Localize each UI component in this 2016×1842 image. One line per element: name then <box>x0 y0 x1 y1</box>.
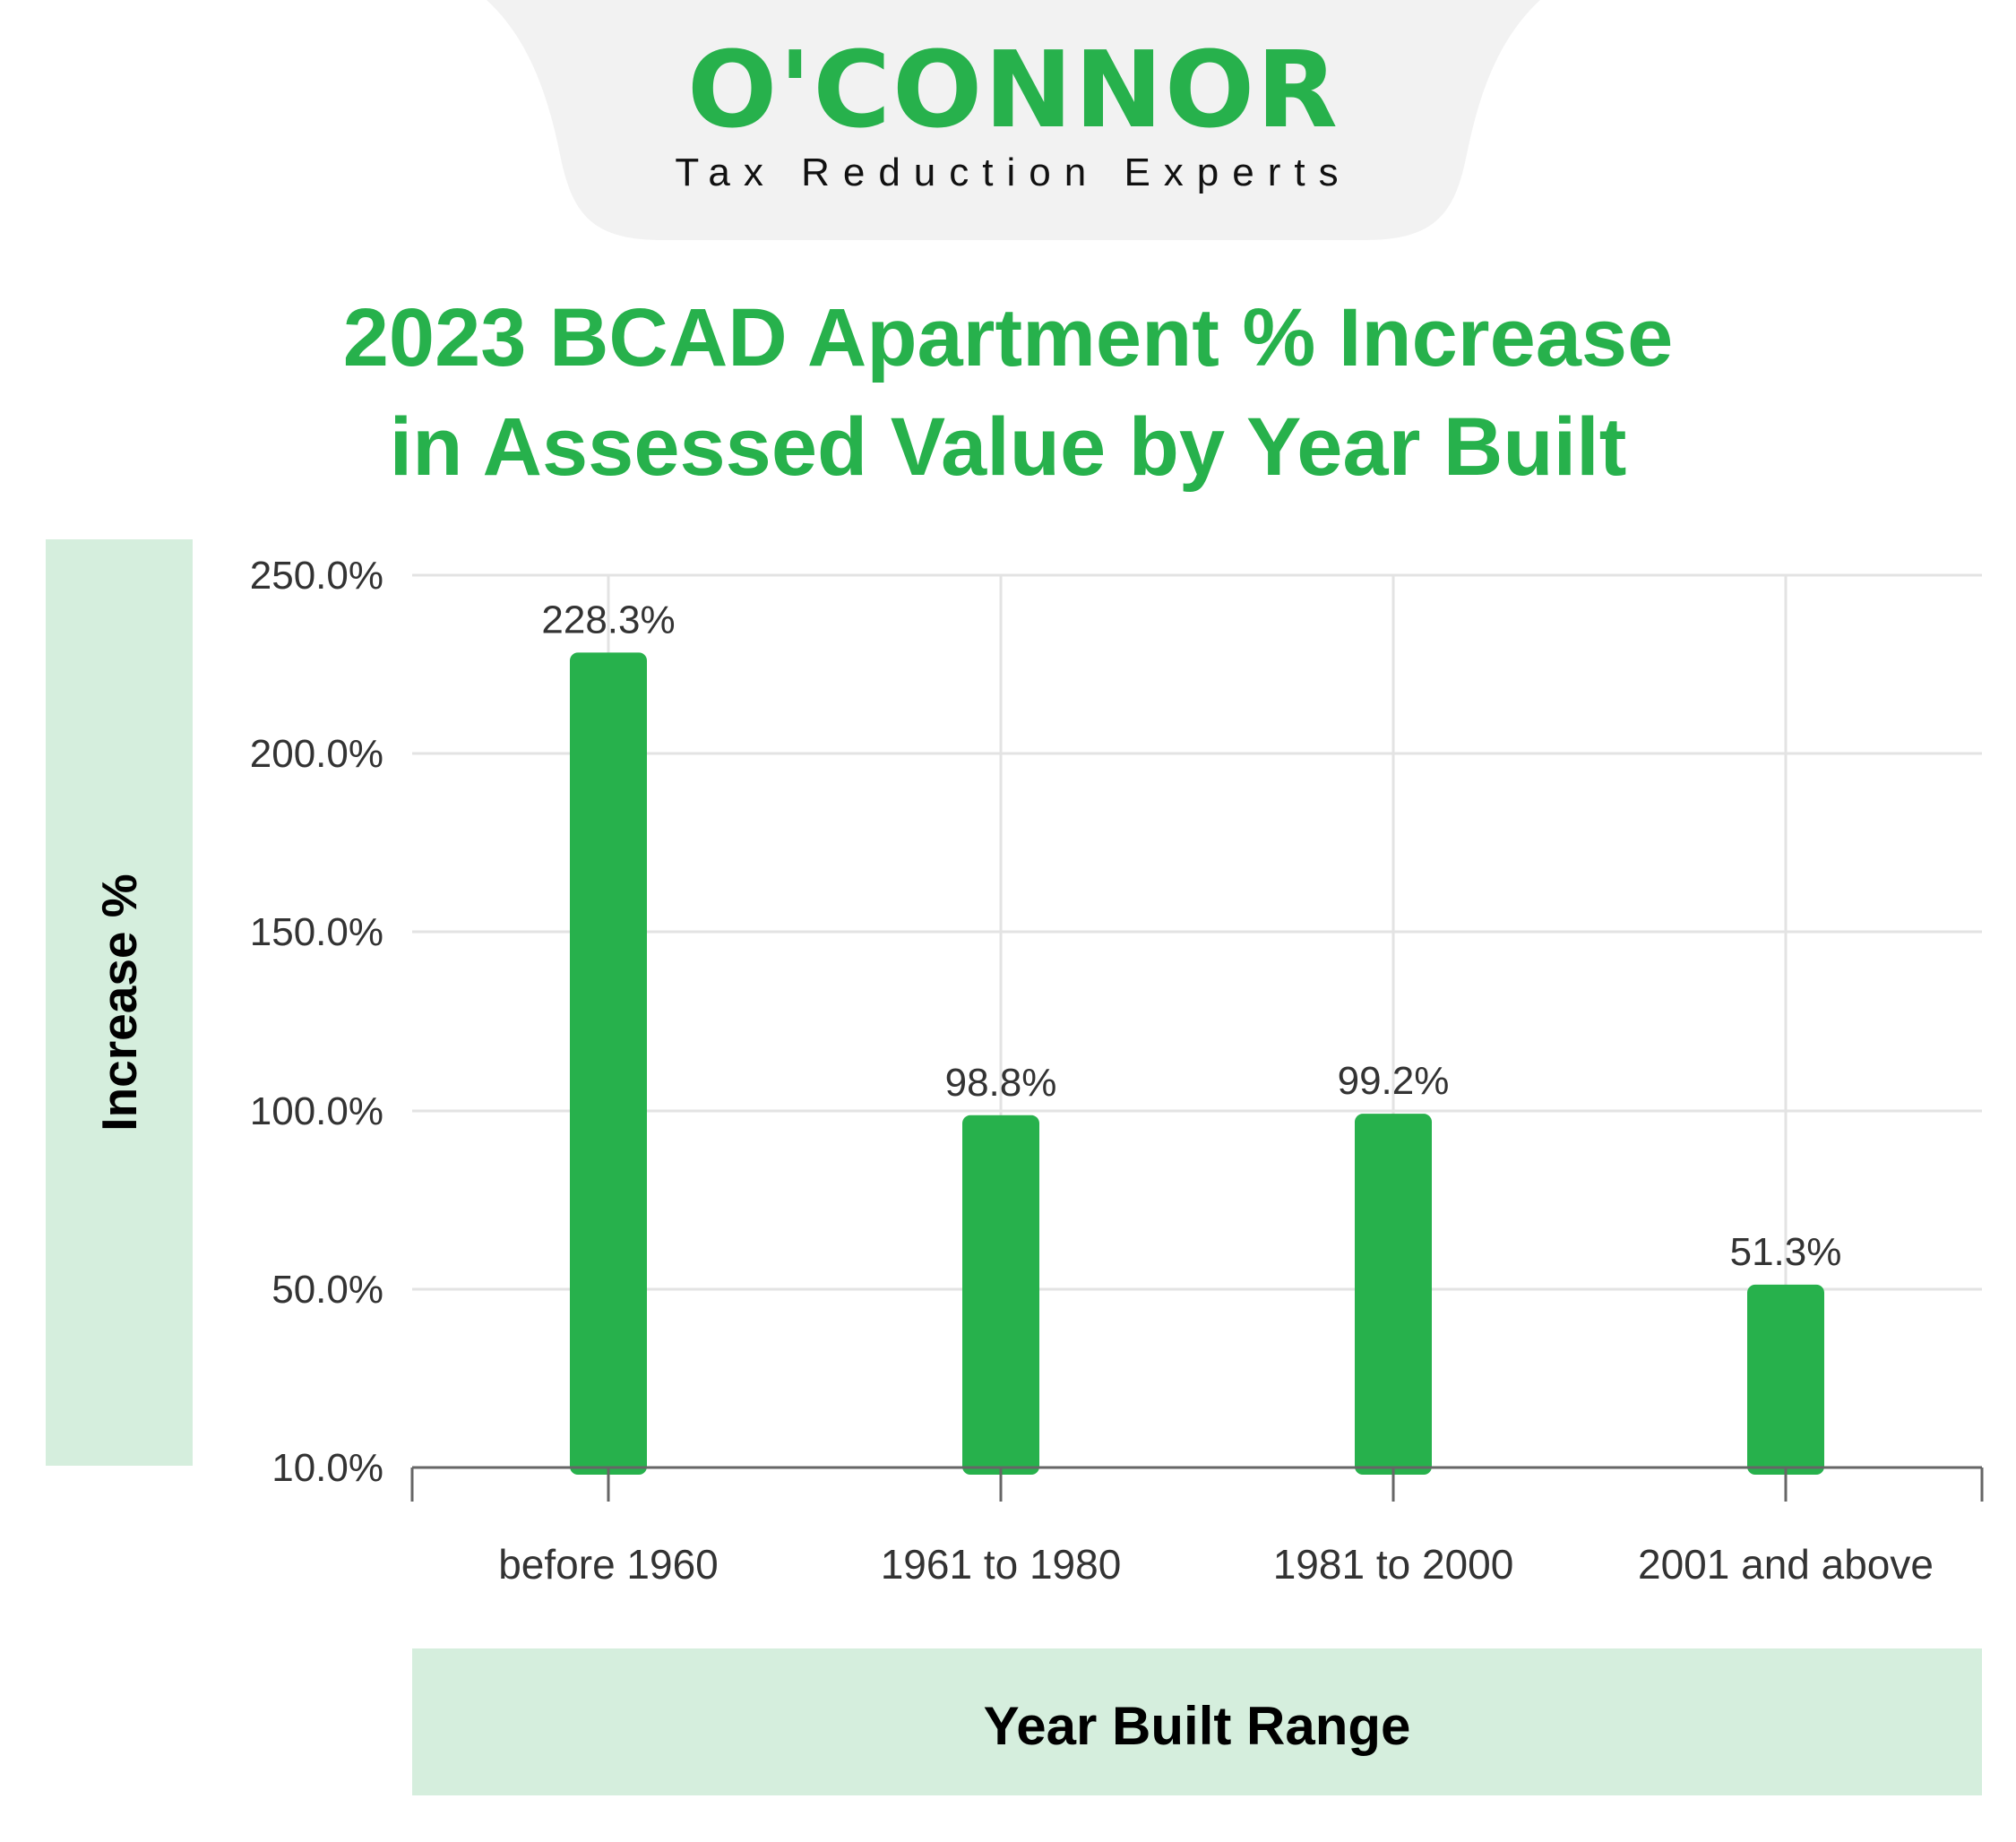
logo-wordmark: O'CONNOR <box>686 28 1340 151</box>
logo-header: O'CONNOR Tax Reduction Experts <box>487 0 1540 240</box>
bar <box>1747 1284 1824 1475</box>
y-tick-label: 250.0% <box>250 554 383 598</box>
bar <box>1355 1114 1432 1475</box>
logo-tagline: Tax Reduction Experts <box>675 151 1352 194</box>
y-tick-label: 10.0% <box>271 1446 383 1490</box>
y-tick-label: 200.0% <box>250 732 383 776</box>
bar <box>570 652 647 1475</box>
x-tick-label: 2001 and above <box>1638 1541 1934 1588</box>
x-axis-title-panel: Year Built Range <box>412 1648 1982 1795</box>
chart-title-line1: 2023 BCAD Apartment % Increase <box>342 292 1674 383</box>
x-tick-label: 1961 to 1980 <box>881 1541 1122 1588</box>
chart-title: 2023 BCAD Apartment % Increase in Assess… <box>0 283 2016 502</box>
x-axis-title: Year Built Range <box>983 1696 1411 1756</box>
y-axis-title-panel <box>46 539 193 1466</box>
bar <box>962 1115 1039 1475</box>
x-tick-label: 1981 to 2000 <box>1273 1541 1514 1588</box>
y-tick-label: 100.0% <box>250 1089 383 1133</box>
logo-header-background <box>487 0 1540 240</box>
bar-value-label: 228.3% <box>541 598 675 641</box>
bar-value-label: 99.2% <box>1338 1059 1450 1103</box>
x-tick-label: before 1960 <box>498 1541 719 1588</box>
chart-title-line2: in Assessed Value by Year Built <box>389 401 1627 493</box>
bar-value-label: 98.8% <box>945 1061 1057 1105</box>
y-tick-label: 50.0% <box>271 1268 383 1312</box>
y-tick-label: 150.0% <box>250 910 383 954</box>
bar-value-label: 51.3% <box>1730 1230 1842 1274</box>
